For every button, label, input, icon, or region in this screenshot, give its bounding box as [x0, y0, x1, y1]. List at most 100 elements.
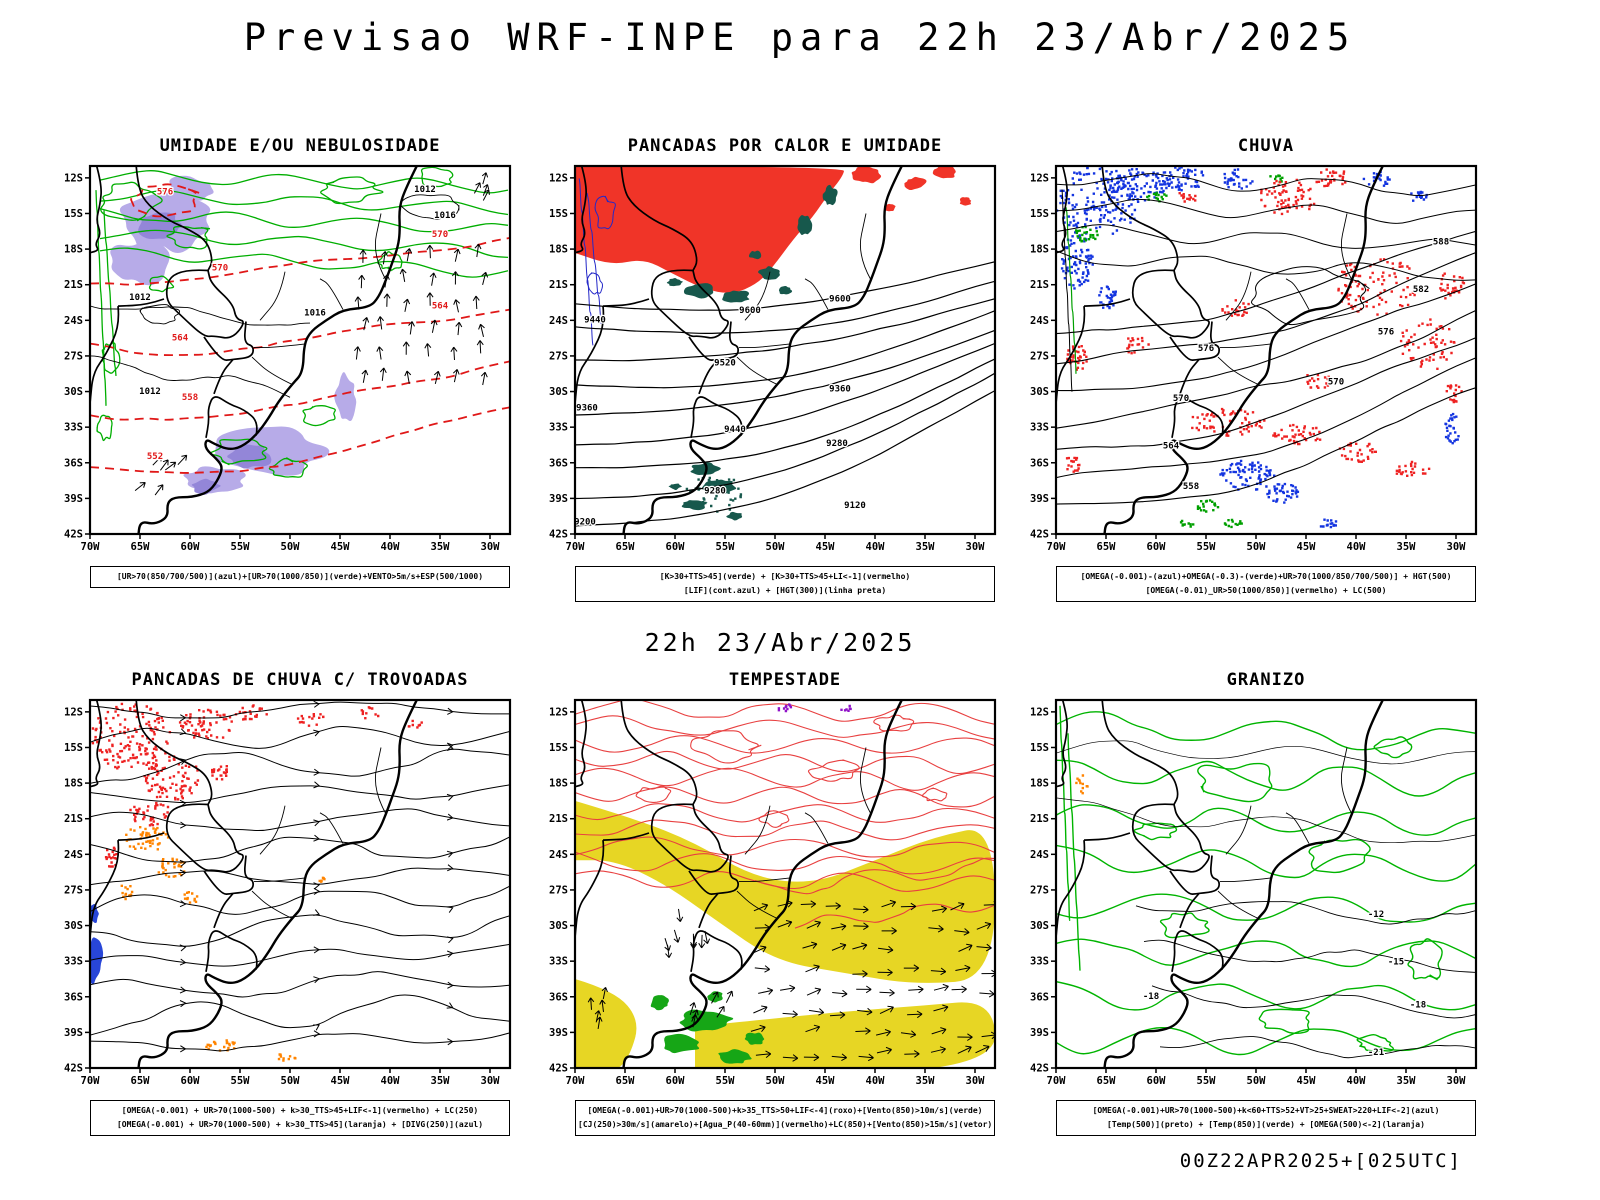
y-tick-label: 18S	[549, 244, 568, 256]
speckle-cluster	[1126, 336, 1150, 355]
wind-arrow	[381, 251, 389, 265]
caption-line: [OMEGA(-0.001) + UR>70(1000-500) + k>30_…	[121, 1106, 479, 1115]
panel-granizo: GRANIZO -12 -15 -18 -18 -21 12S 15S 18S 21S 24S 27…	[1022, 670, 1482, 1136]
streamline-arrowhead	[313, 946, 321, 954]
streamline-arrowhead	[313, 834, 321, 842]
panel-caption-tempestade: [OMEGA(-0.001)+UR>70(1000-500)+k>35_TTS>…	[575, 1100, 995, 1136]
country-border	[602, 298, 650, 307]
streamline-arrowhead	[446, 1002, 454, 1009]
country-border	[575, 840, 605, 938]
contour-label: 588	[1433, 237, 1449, 247]
contour-label: 564	[1163, 442, 1180, 452]
country-border	[1169, 321, 1221, 361]
wind-arrow	[831, 1053, 848, 1062]
y-tick-label: 36S	[549, 991, 568, 1003]
country-border	[575, 166, 587, 254]
wind-arrow	[587, 997, 595, 1010]
panel-title-trovoadas: PANCADAS DE CHUVA C/ TROVOADAS	[131, 670, 469, 690]
wind-arrow	[930, 967, 947, 976]
panel-caption-trovoadas: [OMEGA(-0.001) + UR>70(1000-500) + k>30_…	[90, 1100, 510, 1136]
state-border	[254, 877, 305, 883]
wind-arrow	[399, 268, 407, 282]
y-tick-label: 36S	[1030, 991, 1049, 1003]
wind-arrow	[453, 248, 461, 262]
contour-label: 9440	[584, 316, 606, 326]
country-border	[135, 700, 213, 805]
contour-labels: 588 582 576 576 570 570 564 558	[1162, 236, 1451, 493]
x-tick-label: 70W	[566, 541, 586, 553]
speckle-cluster	[1065, 456, 1081, 473]
streamline-arrowhead	[180, 1045, 187, 1053]
wind-arrow	[852, 970, 868, 978]
wind-arrow	[806, 987, 822, 996]
streamline-arrowhead	[446, 850, 454, 858]
y-tick-label: 18S	[1030, 778, 1049, 790]
state-border	[1220, 343, 1271, 349]
y-tick-label: 12S	[1030, 706, 1049, 718]
x-tick-label: 50W	[766, 1075, 786, 1087]
country-border	[90, 700, 102, 788]
state-border	[1220, 877, 1271, 883]
map-frame	[88, 164, 512, 536]
x-tick-label: 70W	[81, 541, 101, 553]
panel-caption-pancadas-calor: [K>30+TTS>45](verde) + [K>30+TTS>45+LI<-…	[575, 566, 995, 602]
wind-arrow	[481, 172, 489, 185]
wind-arrow	[803, 1053, 820, 1062]
speckle-cluster	[1146, 191, 1168, 203]
country-border	[213, 892, 234, 929]
country-border	[213, 358, 234, 395]
streamline-arrowhead	[446, 793, 454, 801]
map-art	[90, 166, 510, 534]
wind-arrow	[152, 455, 163, 466]
wind-arrow	[806, 920, 821, 929]
country-border	[117, 298, 165, 307]
contour-label: 1012	[129, 293, 151, 303]
speckle-cluster	[1223, 518, 1243, 529]
map-canvas: 588 582 576 576 570 570 564 558 12S 15S 18S 21S 24S 2…	[1030, 164, 1478, 553]
y-tick-label: 27S	[64, 350, 83, 362]
caption-line: [OMEGA(-0.01)_UR>50(1000/850)](vermelho)…	[1145, 586, 1387, 595]
x-tick-label: 35W	[431, 1075, 451, 1087]
coastline	[622, 700, 904, 1068]
y-tick-label: 39S	[549, 493, 568, 505]
streamline-arrowhead	[446, 742, 454, 750]
streamline-arrowhead	[179, 944, 187, 952]
wind-arrow	[881, 899, 897, 908]
coastline	[1103, 166, 1385, 534]
y-tick-label: 39S	[1030, 1027, 1049, 1039]
wind-arrow	[881, 927, 897, 935]
y-tick-label: 42S	[1030, 529, 1049, 541]
wind-arrow	[673, 929, 681, 943]
panel-trovoadas: PANCADAS DE CHUVA C/ TROVOADAS 12S 15S 18S…	[56, 670, 516, 1136]
x-tick-label: 65W	[616, 541, 636, 553]
country-border	[1101, 166, 1179, 271]
wind-arrow	[805, 1024, 821, 1033]
streamline-arrowhead	[446, 813, 454, 821]
wind-arrow	[879, 1005, 894, 1015]
streamline-arrowhead	[313, 700, 321, 708]
wind-arrow	[853, 905, 869, 914]
wind-arrow	[472, 295, 480, 310]
y-tick-label: 15S	[1030, 208, 1049, 220]
x-tick-label: 50W	[281, 541, 301, 553]
country-border	[650, 803, 729, 873]
y-tick-label: 39S	[64, 1027, 83, 1039]
y-tick-label: 15S	[64, 208, 83, 220]
wind-arrow	[362, 317, 370, 331]
streamline-arrowhead	[313, 887, 321, 895]
state-border	[1225, 271, 1252, 321]
x-tick-label: 50W	[281, 1075, 301, 1087]
y-tick-label: 36S	[64, 457, 83, 469]
y-tick-label: 36S	[1030, 457, 1049, 469]
state-border	[251, 356, 293, 385]
y-tick-label: 27S	[64, 884, 83, 896]
run-time-label: 00Z22APR2025+[025UTC]	[1179, 1150, 1462, 1172]
speckle-cluster	[1272, 423, 1322, 446]
speckle-cluster	[1075, 774, 1089, 795]
country-border	[620, 166, 698, 271]
x-tick-label: 45W	[1297, 1075, 1317, 1087]
country-border	[688, 321, 740, 361]
speckle-cluster	[296, 713, 325, 727]
contour-label: 9440	[724, 425, 746, 435]
wind-arrow	[453, 299, 461, 313]
